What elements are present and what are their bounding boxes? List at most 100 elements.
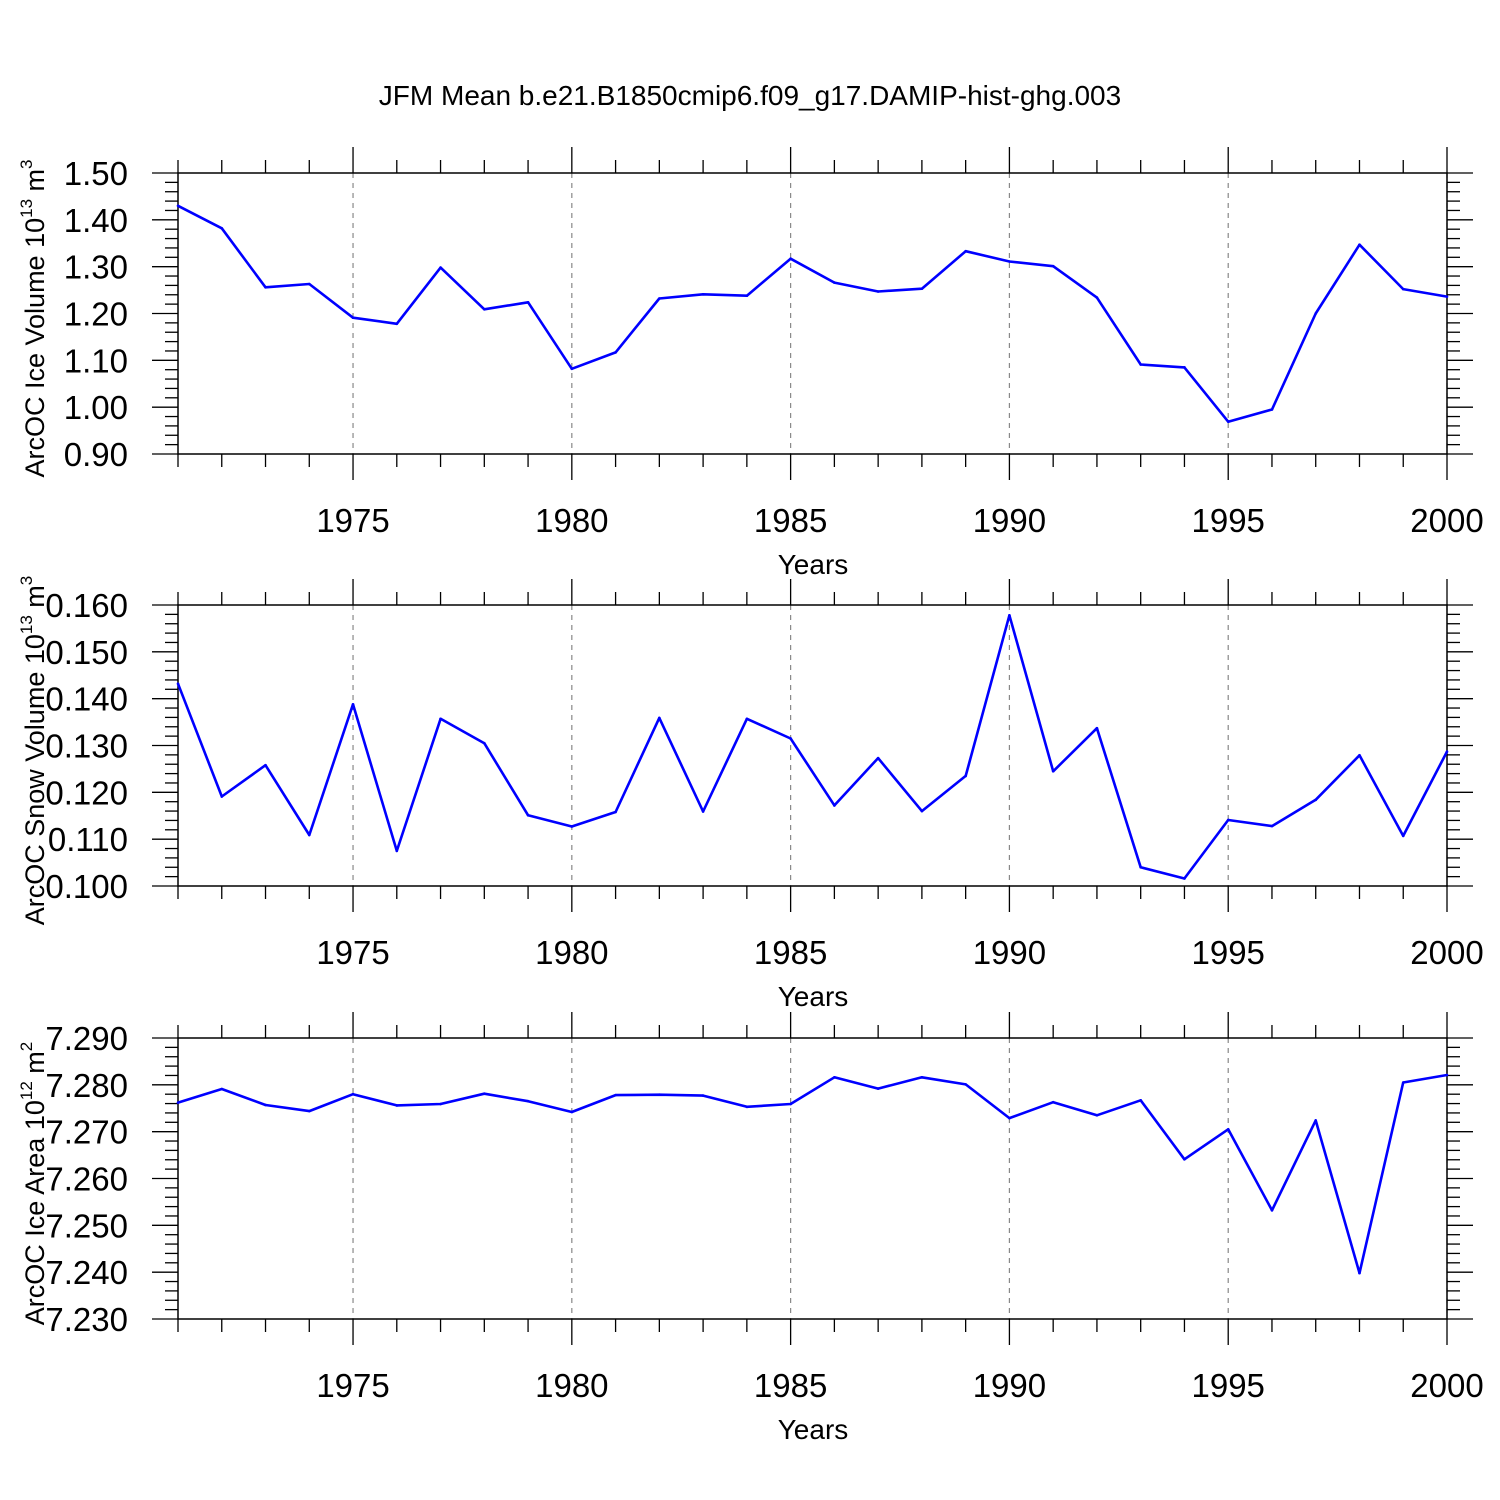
y-tick-label: 7.290 [45, 1020, 128, 1057]
x-tick-label: 1975 [316, 934, 389, 971]
data-point-1998 [1358, 1271, 1361, 1275]
y-axis-label-text: m [20, 1051, 50, 1081]
y-tick-label: 1.30 [64, 249, 128, 286]
data-point-1980 [570, 825, 574, 828]
data-point-1998 [1358, 754, 1361, 757]
data-point-2000 [1445, 295, 1449, 298]
y-tick-label: 0.110 [48, 821, 128, 858]
y-axis-label-text: m [20, 169, 50, 199]
data-point-1977 [439, 1102, 442, 1106]
data-point-1979 [526, 1099, 530, 1103]
data-point-1981 [614, 1093, 617, 1097]
x-tick-label: 1985 [754, 502, 827, 539]
x-tick-label: 1990 [973, 934, 1046, 971]
data-point-1990 [1008, 1116, 1011, 1120]
data-point-1993 [1139, 865, 1142, 869]
data-point-1995 [1226, 818, 1230, 822]
data-point-1974 [307, 282, 311, 286]
x-tick-label: 1980 [535, 502, 608, 539]
data-point-1988 [920, 287, 924, 290]
data-point-1976 [395, 1104, 399, 1107]
y-tick-label: 7.260 [45, 1161, 128, 1198]
y-tick-label: 0.90 [64, 436, 128, 473]
data-point-1976 [395, 322, 399, 326]
data-point-1981 [614, 810, 617, 814]
y-tick-label: 0.160 [45, 587, 128, 624]
chart-panel-1: 0.90 1.00 1.10 1.20 1.30 1.40 1.50 1975 1980 1985… [17, 147, 1484, 580]
data-point-1986 [833, 1076, 836, 1079]
x-tick-label: 2000 [1410, 502, 1483, 539]
y-tick-label: 7.240 [45, 1254, 128, 1291]
data-point-1978 [483, 741, 486, 745]
y-tick-label: 0.100 [45, 868, 128, 905]
data-point-1985 [789, 257, 792, 261]
x-tick-label: 1975 [316, 502, 389, 539]
y-tick-label: 0.150 [45, 634, 128, 671]
figure-title: JFM Mean b.e21.B1850cmip6.f09_g17.DAMIP-… [379, 80, 1121, 111]
data-point-1991 [1051, 769, 1055, 773]
data-point-1978 [483, 1092, 486, 1096]
data-point-1994 [1183, 366, 1186, 369]
data-point-1978 [483, 307, 486, 311]
data-point-1975 [351, 1092, 355, 1096]
x-tick-label: 1995 [1191, 1367, 1264, 1404]
data-point-1975 [351, 702, 355, 706]
y-tick-label: 1.20 [64, 296, 128, 333]
y-tick-label: 1.50 [64, 155, 128, 192]
data-point-1993 [1139, 1098, 1142, 1102]
plot-frame [177, 172, 1448, 455]
data-point-1997 [1314, 312, 1318, 315]
data-point-1982 [658, 297, 661, 300]
data-point-1972 [220, 795, 224, 798]
data-point-1989 [964, 1083, 967, 1086]
x-tick-label: 1995 [1191, 934, 1264, 971]
data-point-1973 [264, 1103, 267, 1107]
data-point-1988 [920, 809, 924, 813]
data-point-1992 [1095, 1113, 1099, 1117]
data-point-1983 [701, 1094, 705, 1097]
data-point-1990 [1008, 260, 1011, 263]
data-point-1985 [789, 1102, 792, 1106]
y-axis-label-exponent: 13 [17, 615, 36, 634]
data-point-1974 [307, 833, 311, 837]
data-point-1986 [833, 281, 836, 284]
y-tick-label: 0.140 [45, 681, 128, 718]
x-tick-label: 1980 [535, 934, 608, 971]
data-point-1990 [1008, 614, 1011, 617]
x-tick-label: 1975 [316, 1367, 389, 1404]
y-tick-label: 1.10 [64, 342, 128, 379]
data-point-1996 [1270, 408, 1274, 411]
data-point-1979 [526, 813, 530, 817]
data-point-1974 [307, 1109, 311, 1113]
y-axis-label-exponent: 12 [17, 1081, 36, 1100]
data-point-1980 [570, 367, 574, 371]
data-point-1999 [1401, 287, 1405, 291]
x-axis-label: Years [778, 549, 849, 580]
y-axis-label-text: m [20, 585, 50, 615]
data-point-1989 [964, 774, 967, 778]
data-point-1991 [1051, 1100, 1055, 1104]
data-point-1977 [439, 266, 442, 269]
x-tick-label: 1995 [1191, 502, 1264, 539]
data-point-1996 [1270, 824, 1274, 828]
y-tick-label: 7.230 [45, 1301, 128, 1338]
data-point-1992 [1095, 726, 1099, 730]
data-point-1971 [176, 682, 180, 685]
series-line [177, 204, 1448, 424]
data-point-1972 [220, 226, 224, 230]
series-line [177, 1073, 1448, 1275]
data-point-1992 [1095, 296, 1099, 299]
y-tick-label: 0.120 [45, 774, 128, 811]
data-point-1975 [351, 316, 355, 320]
data-point-1997 [1314, 798, 1318, 802]
data-point-1985 [789, 737, 792, 740]
data-point-1971 [176, 1101, 180, 1104]
data-point-2000 [1445, 1073, 1449, 1077]
chart-panel-3: 7.230 7.240 7.250 7.260 7.270 7.280 7.290 1975 1… [17, 1012, 1484, 1445]
y-tick-label: 0.130 [45, 728, 128, 765]
x-tick-label: 1990 [973, 1367, 1046, 1404]
data-point-1997 [1314, 1119, 1318, 1122]
data-point-1987 [876, 756, 880, 760]
data-point-1988 [920, 1076, 924, 1079]
plot-frame [177, 1037, 1448, 1320]
